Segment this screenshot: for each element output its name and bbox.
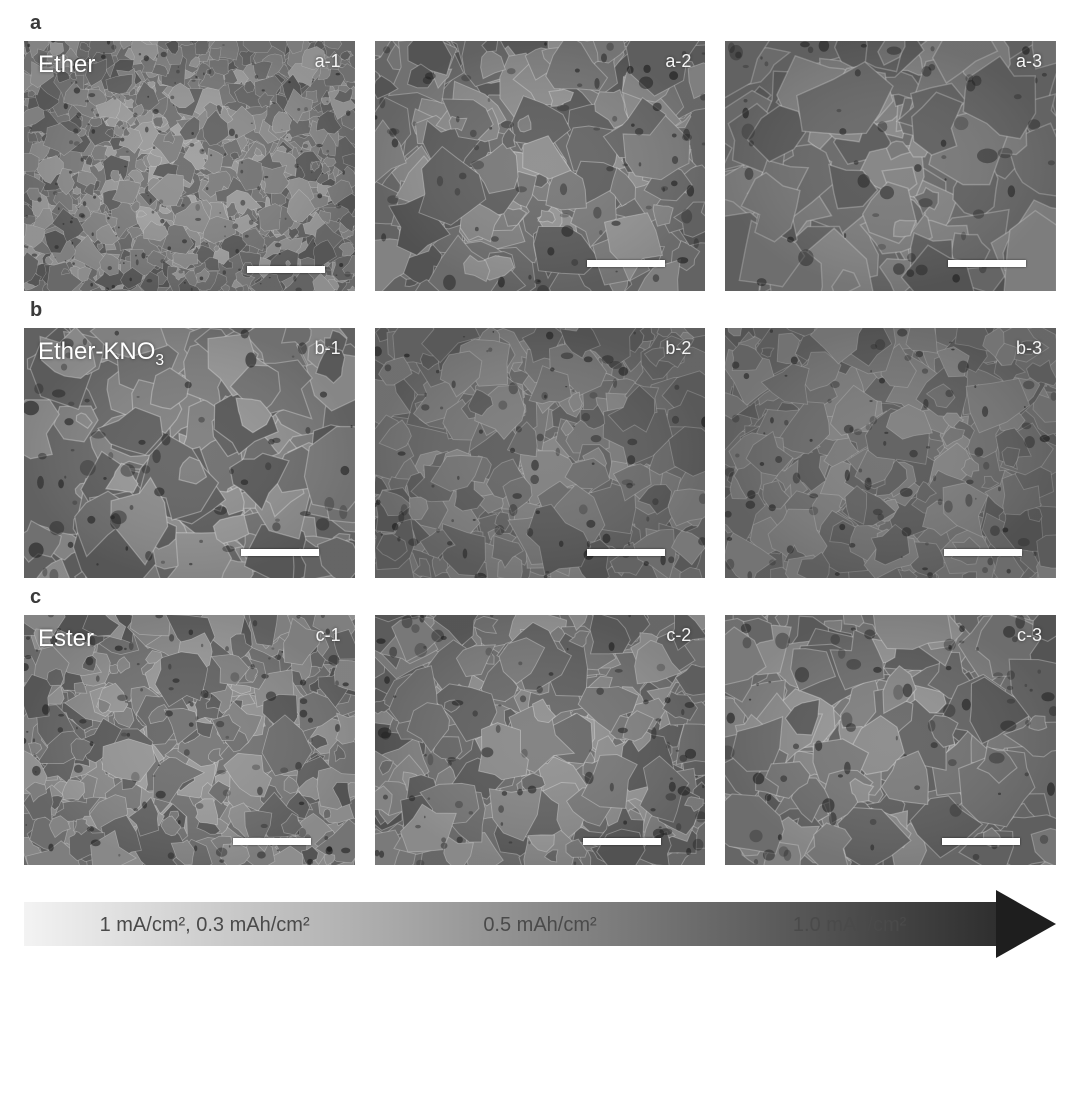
row-a: a Ether a-1 a-2 a-3 — [24, 12, 1056, 291]
sem-panel-a-3: a-3 — [725, 41, 1056, 291]
panel-title-a: Ether — [38, 51, 95, 79]
arrow-label-1: 0.5 mAh/cm² — [483, 914, 597, 936]
sem-figure: a Ether a-1 a-2 a-3 b Ether-KNO3 b-1 b-2 b-3 c Este… — [24, 12, 1056, 865]
sem-panel-c-3: c-3 — [725, 615, 1056, 865]
scalebar — [233, 838, 311, 845]
panel-title-b: Ether-KNO3 — [38, 338, 164, 370]
scalebar — [583, 838, 661, 845]
panel-id-label: c-2 — [666, 625, 691, 646]
sem-panel-c-1: Ester c-1 — [24, 615, 355, 865]
sem-panel-a-2: a-2 — [375, 41, 706, 291]
arrow-label-2: 1.0 mAh/cm² — [793, 914, 907, 936]
panel-id-label: a-3 — [1016, 51, 1042, 72]
sem-panel-b-1: Ether-KNO3 b-1 — [24, 328, 355, 578]
arrow-label-0: 1 mA/cm², 0.3 mAh/cm² — [100, 914, 310, 936]
sem-panel-b-2: b-2 — [375, 328, 706, 578]
sem-panel-b-3: b-3 — [725, 328, 1056, 578]
scalebar — [944, 549, 1022, 556]
panel-id-label: b-3 — [1016, 338, 1042, 359]
condition-gradient-arrow: 1 mA/cm², 0.3 mAh/cm² 0.5 mAh/cm² 1.0 mAh/… — [24, 889, 1056, 959]
sem-panel-a-1: Ether a-1 — [24, 41, 355, 291]
scalebar — [948, 260, 1026, 267]
scalebar — [241, 549, 319, 556]
scalebar — [247, 266, 325, 273]
arrow-head-icon — [996, 890, 1056, 958]
panel-id-label: a-1 — [315, 51, 341, 72]
sem-panel-c-2: c-2 — [375, 615, 706, 865]
panel-row-b: Ether-KNO3 b-1 b-2 b-3 — [24, 328, 1056, 578]
panel-id-label: b-2 — [665, 338, 691, 359]
row-label-a: a — [24, 12, 1056, 35]
scalebar — [587, 549, 665, 556]
row-label-b: b — [24, 299, 1056, 322]
panel-id-label: c-1 — [316, 625, 341, 646]
panel-row-c: Ester c-1 c-2 c-3 — [24, 615, 1056, 865]
row-c: c Ester c-1 c-2 c-3 — [24, 586, 1056, 865]
panel-id-label: a-2 — [665, 51, 691, 72]
panel-title-c: Ester — [38, 625, 94, 653]
row-label-c: c — [24, 586, 1056, 609]
panel-id-label: c-3 — [1017, 625, 1042, 646]
scalebar — [942, 838, 1020, 845]
panel-row-a: Ether a-1 a-2 a-3 — [24, 41, 1056, 291]
panel-id-label: b-1 — [315, 338, 341, 359]
row-b: b Ether-KNO3 b-1 b-2 b-3 — [24, 299, 1056, 578]
scalebar — [587, 260, 665, 267]
gradient-arrow: 1 mA/cm², 0.3 mAh/cm² 0.5 mAh/cm² 1.0 mAh/… — [24, 889, 1056, 959]
